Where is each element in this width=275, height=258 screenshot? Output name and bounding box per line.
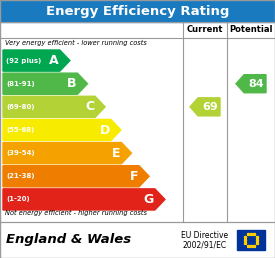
Text: Potential: Potential [229,26,273,35]
Polygon shape [3,143,131,164]
Text: Very energy efficient - lower running costs: Very energy efficient - lower running co… [5,40,147,46]
Text: E: E [112,147,120,160]
Text: G: G [144,193,154,206]
Bar [237,230,265,250]
Text: (92 plus): (92 plus) [6,58,41,63]
Text: (39-54): (39-54) [6,150,35,156]
Text: EU Directive: EU Directive [182,230,229,239]
Text: (81-91): (81-91) [6,81,35,87]
Text: Energy Efficiency Rating: Energy Efficiency Rating [46,4,229,18]
Polygon shape [3,96,105,117]
Text: (1-20): (1-20) [6,196,30,203]
Text: 69: 69 [202,102,218,112]
Polygon shape [3,50,70,71]
Text: C: C [85,100,94,113]
Text: England & Wales: England & Wales [6,233,131,246]
Text: Current: Current [187,26,223,35]
Text: F: F [130,170,138,183]
Text: B: B [67,77,76,90]
Polygon shape [3,189,165,210]
Polygon shape [3,166,149,187]
Text: 2002/91/EC: 2002/91/EC [183,240,227,249]
Text: D: D [100,124,110,136]
Text: (21-38): (21-38) [6,173,34,179]
Polygon shape [3,73,87,94]
Polygon shape [3,119,121,141]
Text: (69-80): (69-80) [6,104,34,110]
Text: A: A [49,54,59,67]
Text: (55-68): (55-68) [6,127,34,133]
Polygon shape [190,98,220,116]
Bar [0,0,275,22]
Text: 84: 84 [248,79,264,89]
Text: Not energy efficient - higher running costs: Not energy efficient - higher running co… [5,210,147,216]
Polygon shape [236,75,266,93]
